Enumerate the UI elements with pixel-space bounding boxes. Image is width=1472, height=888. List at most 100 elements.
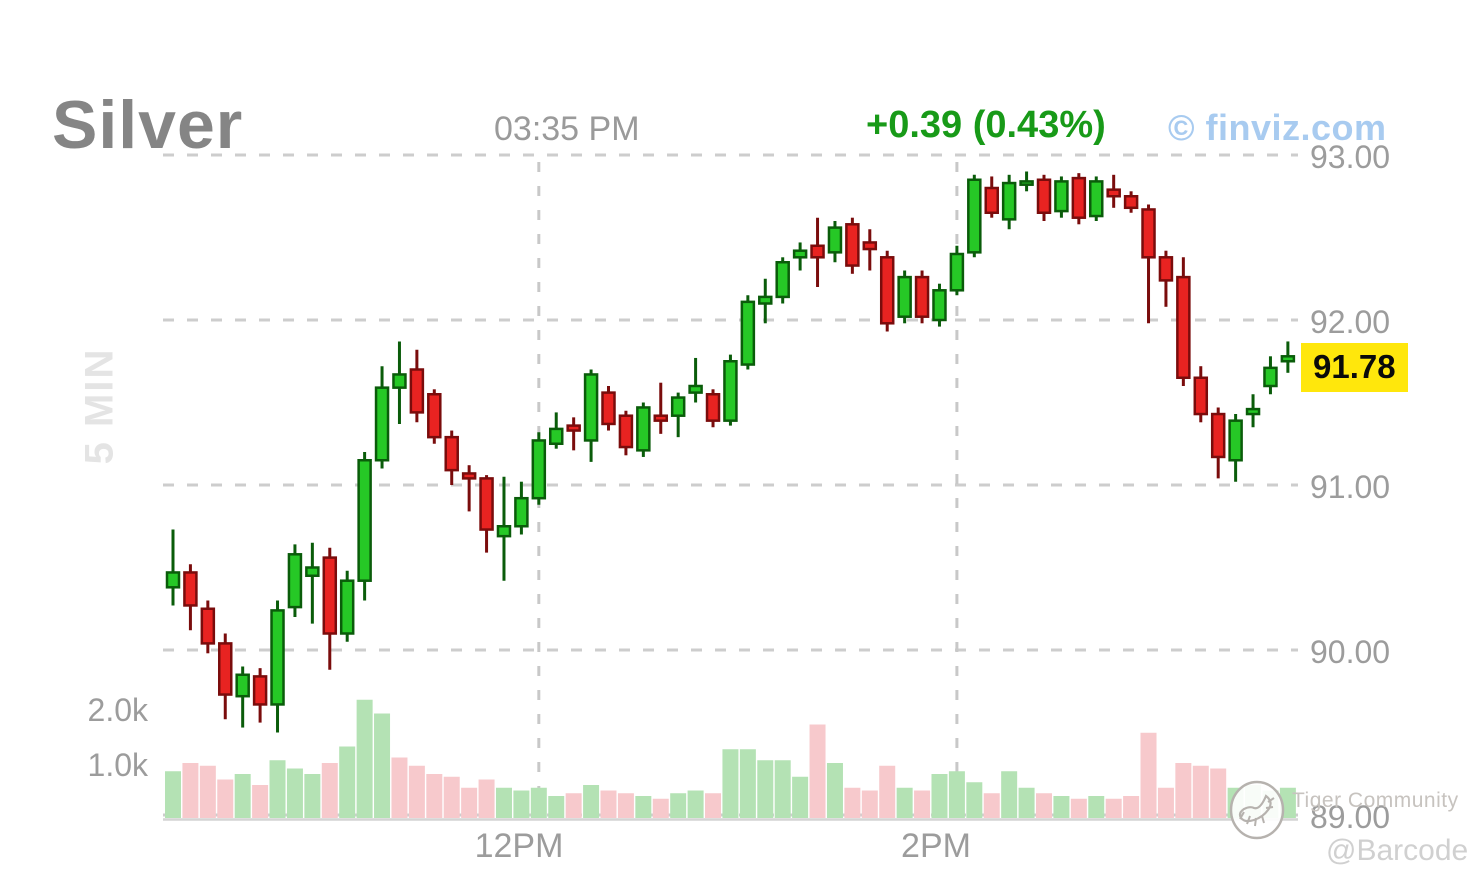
volume-bar <box>1210 768 1227 818</box>
volume-bar <box>879 765 896 818</box>
candle-body-down <box>1036 178 1052 214</box>
volume-bar <box>304 774 321 818</box>
candle-body-up <box>688 384 703 394</box>
candle-body-down <box>1193 376 1209 416</box>
candle-body-down <box>1071 176 1087 219</box>
volume-bar <box>408 765 425 818</box>
candle-body-down <box>252 675 268 706</box>
volume-bar <box>966 782 983 818</box>
volume-bar <box>861 790 878 818</box>
volume-bar <box>1157 787 1174 818</box>
candle-body-down <box>705 393 721 422</box>
candle-body-up <box>723 360 738 422</box>
volume-bar <box>652 798 669 818</box>
candle-body-down <box>427 393 442 439</box>
candle-body-up <box>932 289 947 322</box>
volume-bar <box>948 771 965 818</box>
volume-bar <box>739 749 756 818</box>
volume-bar <box>165 771 181 818</box>
candle-body-up <box>792 249 808 259</box>
candle-body-up <box>339 579 355 635</box>
candle-body-down <box>653 414 669 422</box>
candle-body-up <box>496 525 512 538</box>
volume-bar <box>617 793 634 818</box>
candle-body-up <box>1001 181 1017 221</box>
finviz-watermark: © finviz.com <box>1168 107 1387 148</box>
candle-body-down <box>618 414 634 449</box>
volume-bar <box>495 787 512 818</box>
candle-body-down <box>879 256 895 325</box>
candle-body-up <box>827 226 843 254</box>
price-axis-label-89: 89.00 <box>1310 799 1391 835</box>
volume-bar <box>1053 796 1070 818</box>
candle-body-up <box>287 553 303 609</box>
candle-body-up <box>897 275 912 318</box>
volume-bar <box>635 796 652 818</box>
volume-bar <box>931 774 948 818</box>
volume-bar <box>705 793 722 818</box>
volume-bar <box>443 776 460 818</box>
candle-body-down <box>322 556 338 635</box>
volume-bar <box>670 793 687 818</box>
candle-body-down <box>479 477 494 531</box>
candle-body-up <box>740 300 756 366</box>
candle-body-up <box>1019 180 1034 186</box>
candle-body-down <box>218 642 233 696</box>
candle-body-up <box>392 373 407 389</box>
watermark-community-label: Tiger Community <box>1292 789 1459 812</box>
candle-body-up <box>305 566 320 577</box>
volume-bar <box>757 760 774 818</box>
price-axis-label-93: 93.00 <box>1310 139 1391 175</box>
candle-body-up <box>514 496 529 528</box>
candle-body-up <box>775 261 790 299</box>
candle-body-up <box>967 178 982 254</box>
candle-body-up <box>270 609 285 706</box>
volume-bar <box>600 790 617 818</box>
volume-bar <box>391 757 408 818</box>
volume-axis-label-1k: 1.0k <box>87 747 148 783</box>
price-axis-label-91: 91.00 <box>1310 469 1391 505</box>
volume-bar <box>1123 796 1140 818</box>
candle-body-up <box>583 373 599 442</box>
volume-bar <box>1192 765 1209 818</box>
candle-body-up <box>1089 180 1104 218</box>
candle-body-up <box>1280 355 1296 363</box>
volume-bar <box>1175 763 1192 818</box>
volume-bar <box>983 793 1000 818</box>
volume-bar <box>548 796 565 818</box>
volume-bar <box>774 760 791 818</box>
volume-bar <box>896 787 913 818</box>
volume-bar <box>374 713 391 818</box>
watermark-handle-label: @Barcode <box>1326 834 1469 867</box>
volume-bar <box>478 779 495 818</box>
time-axis-label-12pm: 12PM <box>474 827 564 865</box>
price-axis-label-90: 90.00 <box>1310 634 1391 670</box>
volume-bar <box>1070 798 1087 818</box>
volume-bar <box>199 765 216 818</box>
candle-body-down <box>1176 275 1191 380</box>
candle-body-down <box>444 435 459 472</box>
candle-body-down <box>409 368 425 414</box>
candle-body-down <box>183 571 198 607</box>
volume-bar <box>513 790 530 818</box>
volume-bar <box>1088 796 1105 818</box>
volume-bar <box>914 790 931 818</box>
candle-body-down <box>566 424 581 432</box>
volume-bar <box>565 793 582 818</box>
volume-bar <box>286 768 303 818</box>
interval-label: 5 MIN <box>77 347 122 465</box>
candle-body-up <box>548 427 564 445</box>
last-update-time: 03:35 PM <box>494 110 640 148</box>
volume-bar <box>269 760 286 818</box>
candle-body-up <box>165 571 181 589</box>
candle-body-up <box>636 406 651 452</box>
volume-bar <box>461 787 478 818</box>
tiger-logo-icon <box>1228 778 1290 847</box>
volume-axis-label-2k: 2.0k <box>87 692 148 728</box>
volume-bar <box>1001 771 1018 818</box>
volume-bar <box>321 763 338 818</box>
volume-bar <box>1105 798 1122 818</box>
volume-bar <box>809 724 826 818</box>
volume-bar <box>844 787 861 818</box>
